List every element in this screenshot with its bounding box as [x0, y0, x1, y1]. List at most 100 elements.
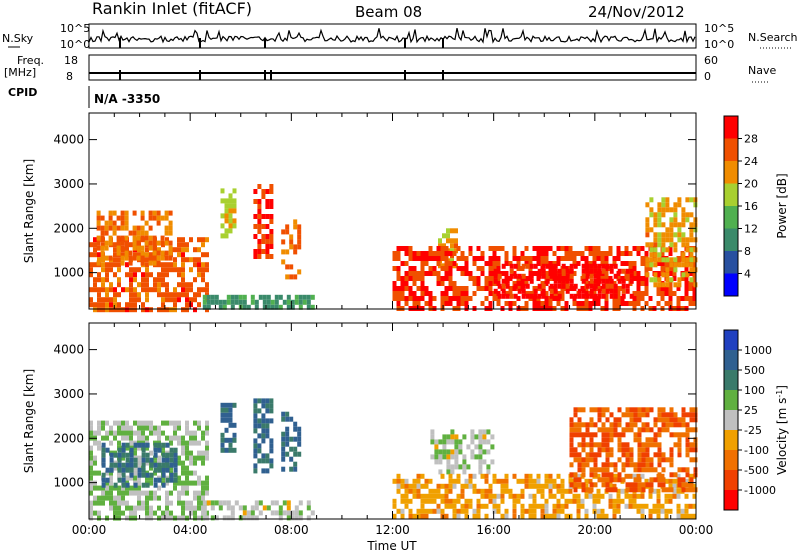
velocity-cell [516, 493, 521, 499]
velocity-cell [581, 472, 586, 478]
power-cell [144, 240, 149, 246]
power-cell [649, 247, 654, 253]
velocity-cell [261, 403, 266, 409]
power-cell [424, 301, 429, 306]
velocity-cell [396, 473, 401, 479]
velocity-cell [613, 462, 618, 468]
velocity-cell [540, 483, 545, 489]
velocity-cell [137, 495, 141, 501]
power-cell [640, 246, 645, 251]
power-cell [206, 304, 211, 310]
power-cell [572, 271, 577, 276]
colorbar-tick-label: 24 [744, 155, 758, 168]
velocity-cell [261, 413, 266, 419]
velocity-cell [121, 485, 125, 491]
power-cell [116, 235, 121, 241]
velocity-cell [145, 500, 149, 506]
power-cell [488, 281, 493, 286]
power-cell [616, 251, 621, 256]
power-cell [660, 291, 665, 296]
power-cell [653, 282, 658, 288]
velocity-cell [504, 473, 509, 479]
velocity-cell [486, 449, 491, 455]
velocity-cell [257, 423, 262, 429]
power-cell [557, 268, 562, 274]
velocity-cell [220, 442, 225, 448]
power-cell [442, 233, 446, 239]
velocity-cell [220, 407, 225, 413]
power-cell [621, 278, 626, 284]
velocity-cell [133, 430, 137, 436]
power-cell [189, 282, 193, 288]
velocity-cell [496, 503, 501, 509]
power-cell [572, 251, 577, 256]
power-cell [121, 252, 125, 258]
velocity-cell [661, 477, 666, 483]
velocity-cell [456, 513, 461, 519]
velocity-cell [89, 465, 93, 471]
velocity-cell [165, 495, 169, 501]
velocity-cell [432, 508, 437, 514]
power-cell [440, 276, 445, 281]
velocity-cell [464, 508, 469, 514]
velocity-cell [265, 468, 270, 474]
power-cell [412, 276, 417, 281]
velocity-cell [306, 505, 311, 511]
power-cell [492, 296, 497, 301]
velocity-cell [470, 439, 475, 445]
velocity-cell [157, 477, 162, 483]
velocity-cell [117, 440, 121, 446]
velocity-cell [601, 482, 606, 488]
velocity-cell [452, 478, 457, 484]
velocity-cell [681, 467, 686, 473]
velocity-cell [298, 500, 303, 506]
velocity-cell [673, 432, 678, 438]
velocity-cell [448, 498, 453, 504]
velocity-cell [254, 500, 259, 506]
velocity-cell [224, 427, 229, 433]
power-cell [601, 288, 606, 294]
power-cell [644, 291, 649, 296]
power-cell [488, 301, 493, 306]
velocity-cell [149, 510, 153, 516]
power-cell [440, 296, 445, 301]
power-cell [408, 266, 413, 271]
power-cell [109, 287, 113, 293]
power-cell [128, 255, 133, 261]
colorbar-tick-label: -25 [744, 424, 762, 437]
velocity-cell [569, 442, 574, 448]
power-cell [685, 197, 690, 203]
velocity-cell [560, 488, 565, 494]
velocity-cell [452, 483, 457, 489]
velocity-cell [612, 483, 617, 489]
velocity-cell [97, 500, 101, 506]
time-axis-label: Time UT [366, 539, 417, 553]
power-cell [396, 246, 401, 251]
velocity-cell [528, 513, 533, 519]
power-cell [649, 197, 654, 203]
velocity-cell [504, 478, 509, 484]
velocity-cell [620, 488, 625, 494]
power-cell [661, 197, 666, 203]
power-cell [492, 266, 497, 271]
velocity-cell [416, 513, 421, 519]
velocity-cell [185, 480, 189, 486]
velocity-cell [181, 490, 185, 496]
velocity-cell [520, 503, 525, 509]
velocity-cell [601, 412, 606, 418]
velocity-cell [420, 493, 425, 499]
velocity-cell [581, 447, 586, 453]
velocity-cell [117, 467, 122, 473]
power-cell [544, 256, 549, 261]
power-cell [400, 281, 405, 286]
power-cell [541, 273, 546, 279]
power-cell [181, 307, 185, 313]
power-cell [420, 291, 425, 296]
power-cell [464, 291, 469, 296]
velocity-cell [145, 490, 149, 496]
velocity-cell [629, 487, 634, 493]
nsky-tick-lo: 10^0 [60, 38, 90, 51]
velocity-cell [556, 483, 561, 489]
velocity-cell [281, 451, 286, 457]
power-cell [501, 278, 506, 284]
